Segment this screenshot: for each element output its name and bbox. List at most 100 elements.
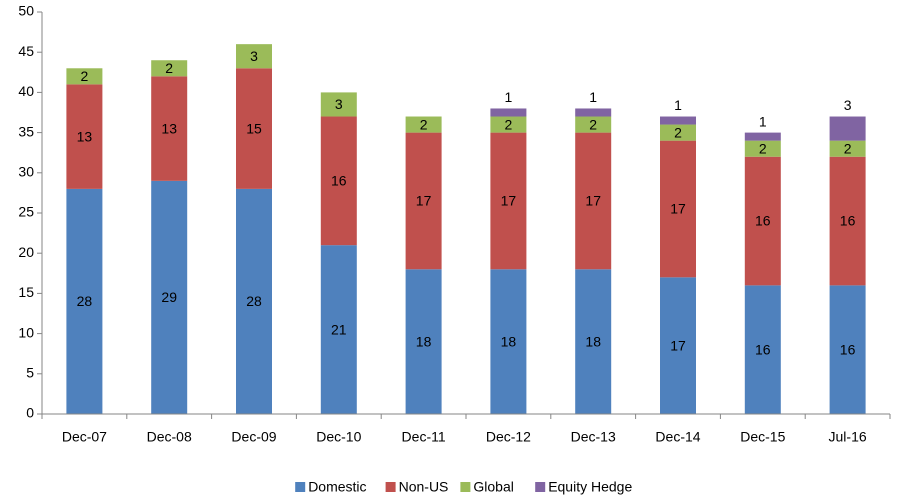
bar-segment [829, 116, 866, 141]
y-tick-label: 40 [18, 83, 34, 99]
x-tick-label: Dec-08 [147, 429, 192, 445]
x-tick-label: Jul-16 [829, 429, 867, 445]
data-label: 1 [759, 113, 767, 129]
data-label: 17 [416, 193, 432, 209]
data-label: 2 [674, 124, 682, 140]
bar-segment [151, 76, 188, 181]
data-label: 2 [759, 140, 767, 156]
data-label: 13 [161, 120, 177, 136]
data-label: 2 [81, 68, 89, 84]
x-tick-label: Dec-12 [486, 429, 531, 445]
bar-segment [320, 245, 357, 414]
x-tick-label: Dec-09 [231, 429, 276, 445]
bar-segment [829, 156, 866, 286]
bar-segment [575, 108, 612, 117]
data-label: 16 [755, 341, 771, 357]
data-label: 16 [840, 341, 856, 357]
x-tick-label: Dec-13 [571, 429, 616, 445]
data-label: 3 [844, 97, 852, 113]
bar-segment [744, 132, 781, 141]
data-label: 17 [670, 201, 686, 217]
bar-segment [575, 132, 612, 270]
bar-segment [829, 285, 866, 414]
bar-segment [151, 60, 188, 77]
data-label: 17 [501, 193, 517, 209]
legend-label: Domestic [308, 479, 366, 495]
bar-segment [236, 68, 272, 189]
bar-segment [744, 285, 781, 414]
data-label: 13 [77, 128, 93, 144]
data-label: 3 [335, 96, 343, 112]
y-tick-label: 45 [18, 43, 34, 59]
bar-segment [236, 44, 272, 69]
bar-segment [490, 116, 527, 133]
y-tick-label: 30 [18, 164, 34, 180]
data-label: 15 [246, 120, 262, 136]
bar-segment [660, 116, 696, 125]
bar-segment [490, 132, 527, 270]
data-label: 1 [505, 89, 513, 105]
y-tick-label: 20 [18, 244, 34, 260]
y-tick-label: 0 [26, 405, 34, 421]
data-label: 28 [77, 293, 93, 309]
bar-segment [236, 188, 272, 414]
y-tick-label: 15 [18, 284, 34, 300]
legend-label: Equity Hedge [548, 479, 632, 495]
bar-segment [744, 140, 781, 157]
y-tick-label: 25 [18, 204, 34, 220]
data-label: 17 [670, 337, 686, 353]
bar-segment [151, 180, 188, 414]
bar-segment [66, 68, 103, 85]
bar-segment [575, 269, 612, 414]
y-tick-label: 35 [18, 123, 34, 139]
bar-segment [660, 277, 696, 414]
data-label: 2 [844, 140, 852, 156]
data-label: 18 [585, 333, 601, 349]
data-label: 16 [331, 173, 347, 189]
bar-segment [490, 269, 527, 414]
x-tick-label: Dec-15 [740, 429, 785, 445]
data-label: 2 [505, 116, 513, 132]
bar-segment [575, 116, 612, 133]
data-label: 1 [674, 97, 682, 113]
bar-segment [66, 188, 103, 414]
data-label: 2 [165, 60, 173, 76]
bar-segment [660, 124, 696, 141]
bar-segment [490, 108, 527, 117]
x-tick-label: Dec-11 [402, 429, 446, 445]
bar-segment [660, 140, 696, 278]
data-label: 2 [589, 116, 597, 132]
bar-segment [744, 156, 781, 286]
legend-swatch [385, 482, 396, 492]
y-tick-label: 5 [26, 365, 34, 381]
legend-swatch [535, 482, 546, 492]
legend-label: Global [473, 479, 513, 495]
legend-swatch [460, 482, 471, 492]
data-label: 28 [246, 293, 262, 309]
bar-segment [405, 132, 442, 270]
legend-label: Non-US [399, 479, 449, 495]
bar-segment [405, 116, 442, 133]
data-label: 16 [840, 213, 856, 229]
x-tick-label: Dec-14 [655, 429, 700, 445]
data-label: 18 [416, 333, 432, 349]
y-tick-label: 10 [18, 324, 34, 340]
data-label: 18 [501, 333, 517, 349]
bar-segment [320, 116, 357, 246]
legend-swatch [295, 482, 306, 492]
x-tick-label: Dec-07 [62, 429, 107, 445]
bar-segment [405, 269, 442, 414]
bar-segment [829, 140, 866, 157]
data-label: 1 [589, 89, 597, 105]
data-label: 3 [250, 48, 258, 64]
bar-segment [66, 84, 103, 189]
x-tick-label: Dec-10 [316, 429, 361, 445]
data-label: 29 [161, 289, 177, 305]
data-label: 2 [420, 116, 428, 132]
y-tick-label: 50 [18, 3, 34, 19]
data-label: 16 [755, 213, 771, 229]
bar-segment [320, 92, 357, 117]
data-label: 17 [585, 193, 601, 209]
